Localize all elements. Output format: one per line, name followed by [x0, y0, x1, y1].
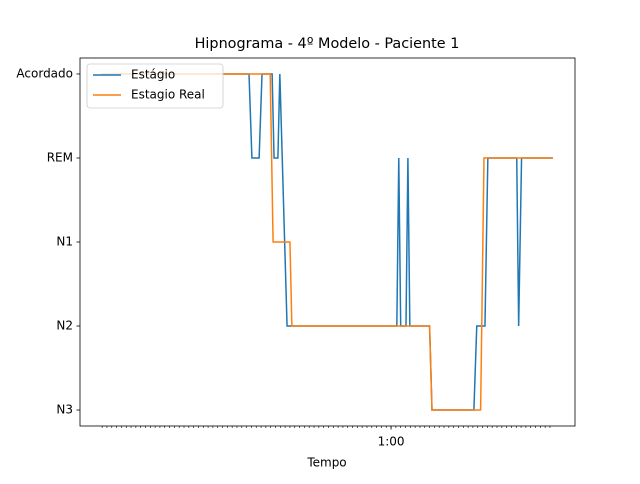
y-tick-label: N3	[56, 403, 73, 417]
x-axis-label: Tempo	[306, 456, 346, 470]
legend-label: Estagio Real	[131, 88, 205, 102]
series-line	[102, 73, 553, 411]
y-tick-label: N2	[56, 319, 73, 333]
legend-label: Estágio	[131, 68, 175, 82]
y-tick-label: REM	[47, 150, 73, 164]
x-tick-label: 1:00	[378, 435, 405, 449]
chart-title: Hipnograma - 4º Modelo - Paciente 1	[195, 36, 460, 52]
y-tick-label: Acordado	[16, 66, 73, 80]
y-tick-label: N1	[56, 235, 73, 249]
